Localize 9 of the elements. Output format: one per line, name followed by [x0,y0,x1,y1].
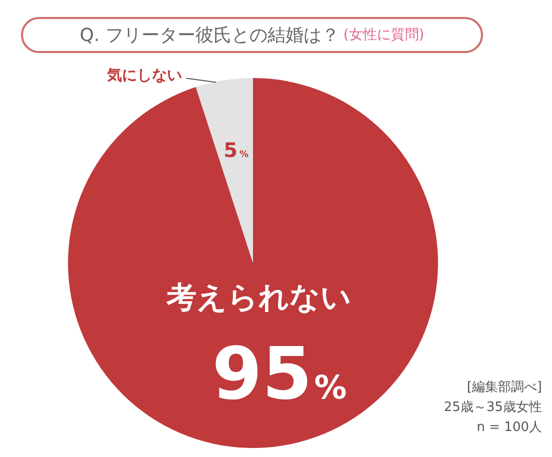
chart-subtitle: (女性に質問) [343,26,424,44]
text: 25歳～35歳女性 [444,399,542,417]
data-label: 5% [224,138,249,162]
chart-title: Q. フリーター彼氏との結婚は？ [80,24,340,47]
data-label: 95% [212,332,347,416]
text: [編集部調べ] [466,379,542,397]
text: n = 100人 [476,419,542,437]
slice-label: 考えられない [165,280,352,316]
slice-label: 気にしない [106,66,182,84]
